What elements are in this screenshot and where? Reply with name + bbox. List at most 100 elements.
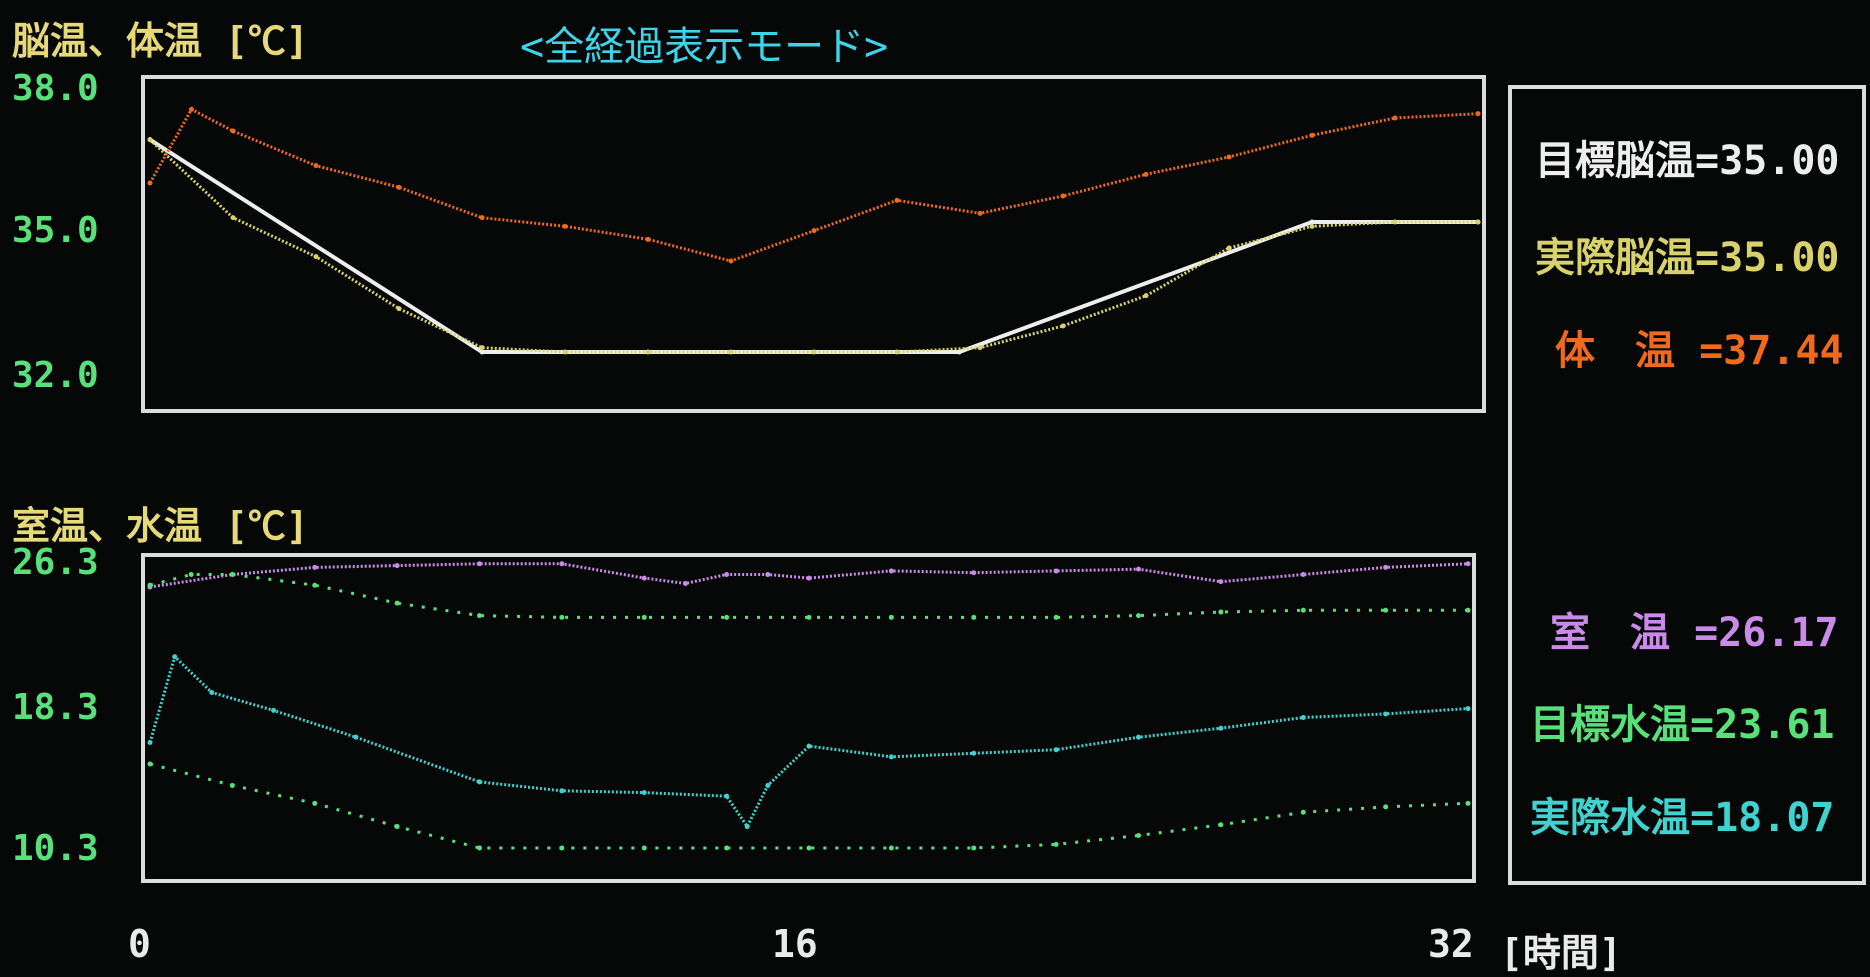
data-point-1-0-7 bbox=[682, 580, 688, 586]
data-point-0-1-13 bbox=[1226, 245, 1232, 251]
data-point-1-0-10 bbox=[806, 575, 812, 581]
data-point-1-1-3 bbox=[312, 582, 318, 588]
bottom-tick-18-3: 18.3 bbox=[12, 687, 99, 728]
data-point-1-1-9 bbox=[806, 614, 812, 620]
data-point-1-2-2 bbox=[209, 689, 215, 695]
data-point-0-1-14 bbox=[1309, 223, 1315, 229]
series-line-0-1 bbox=[148, 138, 1478, 354]
data-point-1-0-14 bbox=[1136, 566, 1141, 572]
x-tick-0: 0 bbox=[128, 922, 151, 966]
data-point-1-2-19 bbox=[1465, 706, 1471, 712]
data-point-0-1-11 bbox=[1060, 323, 1066, 329]
data-point-1-0-2 bbox=[312, 564, 318, 570]
data-point-0-2-0 bbox=[147, 180, 153, 186]
data-point-0-1-0 bbox=[147, 137, 153, 143]
data-point-1-3-5 bbox=[559, 845, 565, 851]
data-point-0-0-2 bbox=[956, 349, 962, 355]
data-point-1-0-17 bbox=[1383, 564, 1389, 570]
data-point-0-2-1 bbox=[189, 106, 194, 112]
data-point-1-0-18 bbox=[1465, 561, 1471, 567]
data-point-1-3-11 bbox=[1053, 841, 1059, 847]
data-point-1-0-15 bbox=[1218, 579, 1224, 585]
data-point-1-2-12 bbox=[888, 754, 894, 760]
data-point-1-3-1 bbox=[229, 782, 235, 788]
data-point-1-1-8 bbox=[724, 614, 730, 620]
data-point-1-0-4 bbox=[477, 561, 482, 567]
data-point-0-2-17 bbox=[1475, 111, 1481, 117]
data-point-1-3-9 bbox=[888, 845, 894, 851]
data-point-1-1-11 bbox=[971, 614, 977, 620]
data-point-0-1-2 bbox=[313, 254, 319, 260]
data-point-0-1-12 bbox=[1143, 293, 1149, 299]
data-point-0-2-12 bbox=[1060, 193, 1066, 199]
data-point-1-2-16 bbox=[1218, 725, 1224, 731]
data-point-1-2-18 bbox=[1383, 711, 1389, 717]
data-point-0-2-4 bbox=[396, 184, 402, 190]
data-point-1-1-0 bbox=[147, 582, 153, 588]
series-line-1-3 bbox=[149, 762, 1469, 850]
data-point-1-1-4 bbox=[394, 600, 400, 606]
data-point-1-3-0 bbox=[147, 761, 153, 767]
data-point-1-1-16 bbox=[1383, 607, 1389, 613]
series-line-0-2 bbox=[148, 107, 1479, 263]
x-tick-32: 32 bbox=[1428, 922, 1474, 966]
data-point-0-1-6 bbox=[645, 349, 651, 355]
top-tick-32: 32.0 bbox=[12, 355, 99, 396]
data-point-1-3-10 bbox=[971, 845, 977, 851]
data-point-1-0-16 bbox=[1300, 572, 1306, 578]
data-point-1-3-6 bbox=[641, 845, 647, 851]
data-point-1-0-11 bbox=[888, 568, 894, 574]
readout-body-temp: 体 温 =37.44 bbox=[1555, 328, 1844, 374]
readout-actual-water-temp: 実際水温=18.07 bbox=[1530, 795, 1835, 841]
data-point-1-0-5 bbox=[559, 561, 565, 567]
data-point-1-3-15 bbox=[1383, 804, 1389, 810]
data-point-1-0-6 bbox=[641, 575, 647, 581]
data-point-0-0-3 bbox=[1309, 219, 1315, 225]
data-point-1-2-17 bbox=[1300, 715, 1306, 721]
data-point-1-3-4 bbox=[477, 845, 482, 851]
data-point-1-2-11 bbox=[806, 743, 812, 749]
data-point-1-3-8 bbox=[806, 845, 812, 851]
data-point-0-2-15 bbox=[1309, 132, 1315, 138]
data-point-1-1-7 bbox=[641, 614, 647, 620]
data-point-1-2-14 bbox=[1053, 747, 1059, 753]
data-point-0-1-7 bbox=[728, 349, 734, 355]
data-point-1-3-16 bbox=[1465, 800, 1471, 806]
series-line-1-2 bbox=[148, 653, 1469, 830]
data-point-1-2-1 bbox=[172, 654, 178, 660]
data-point-1-0-13 bbox=[1053, 568, 1059, 574]
data-point-1-2-9 bbox=[744, 824, 750, 830]
data-point-0-2-9 bbox=[811, 228, 817, 234]
data-point-1-3-2 bbox=[312, 800, 318, 806]
readout-target-water-temp: 目標水温=23.61 bbox=[1530, 702, 1835, 748]
data-point-1-0-12 bbox=[971, 570, 977, 576]
data-point-1-1-15 bbox=[1300, 607, 1306, 613]
data-point-0-0-1 bbox=[479, 349, 485, 355]
data-point-0-2-8 bbox=[728, 258, 734, 264]
series-line-1-1 bbox=[149, 573, 1468, 619]
data-point-0-1-4 bbox=[479, 345, 485, 351]
top-tick-38: 38.0 bbox=[12, 68, 99, 109]
data-point-1-3-14 bbox=[1300, 809, 1306, 815]
readout-actual-brain-temp: 実際脳温=35.00 bbox=[1535, 235, 1840, 281]
bottom-tick-10-3: 10.3 bbox=[12, 828, 99, 869]
data-point-0-1-8 bbox=[811, 349, 817, 355]
data-point-0-2-10 bbox=[894, 197, 900, 203]
data-point-1-2-5 bbox=[477, 779, 482, 785]
data-point-0-1-5 bbox=[562, 349, 568, 355]
data-point-0-1-10 bbox=[977, 345, 983, 351]
data-point-1-1-5 bbox=[477, 613, 482, 619]
data-point-0-2-14 bbox=[1226, 154, 1232, 160]
bottom-chart-frame bbox=[141, 553, 1476, 883]
bottom-tick-26-3: 26.3 bbox=[12, 542, 99, 583]
data-point-0-1-9 bbox=[894, 349, 900, 355]
series-line-0-0 bbox=[148, 138, 1478, 354]
data-point-1-3-7 bbox=[724, 845, 730, 851]
top-tick-35: 35.0 bbox=[12, 210, 99, 251]
data-point-1-1-10 bbox=[888, 614, 894, 620]
top-chart-title: 脳温、体温 [℃] bbox=[12, 19, 309, 63]
data-point-1-2-7 bbox=[641, 790, 647, 796]
series-line-1-0 bbox=[149, 562, 1469, 589]
data-point-0-2-2 bbox=[230, 128, 236, 134]
